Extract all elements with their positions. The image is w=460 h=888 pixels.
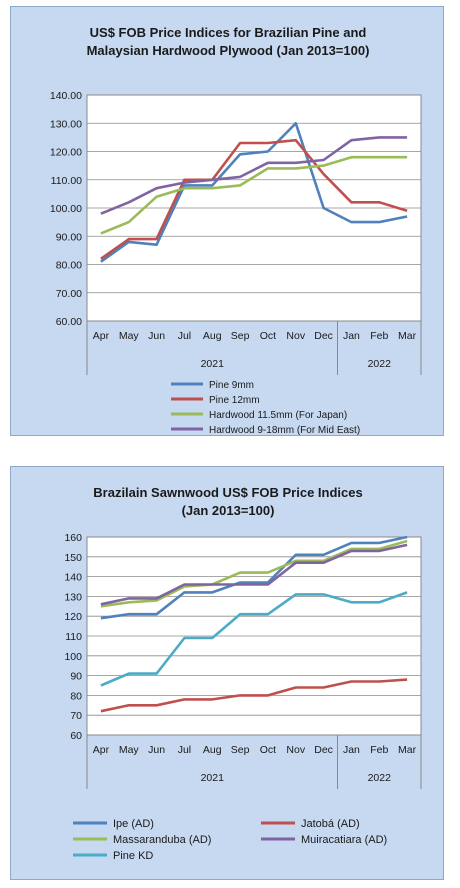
x-tick-label: Feb: [370, 744, 388, 756]
x-tick-label: Jun: [148, 330, 165, 342]
chart-title-line: US$ FOB Price Indices for Brazilian Pine…: [90, 25, 367, 40]
y-tick-label: 90: [70, 671, 82, 683]
legend-label: Hardwood 9-18mm (For Mid East): [209, 425, 360, 436]
x-tick-label: Aug: [203, 330, 222, 342]
legend-label: Ipe (AD): [113, 818, 154, 830]
x-tick-label: Feb: [370, 330, 388, 342]
x-tick-label: May: [119, 330, 140, 342]
x-tick-label: Apr: [93, 330, 110, 342]
x-tick-label: Nov: [286, 330, 305, 342]
series-line: [100, 535, 408, 620]
x-tick-label: Dec: [314, 744, 333, 756]
y-tick-label: 110.00: [51, 175, 82, 187]
sawnwood-chart-panel: Brazilain Sawnwood US$ FOB Price Indices…: [10, 466, 444, 880]
chart-title-line: (Jan 2013=100): [182, 503, 275, 518]
x-tick-label: Oct: [260, 330, 276, 342]
y-tick-label: 130.00: [50, 118, 82, 130]
year-label: 2021: [201, 358, 225, 370]
sawnwood-price-chart: Brazilain Sawnwood US$ FOB Price Indices…: [64, 485, 422, 862]
x-tick-label: Jan: [343, 330, 360, 342]
year-label: 2022: [368, 358, 392, 370]
y-tick-label: 130: [64, 591, 82, 603]
chart-title-line: Brazilain Sawnwood US$ FOB Price Indices: [93, 485, 362, 500]
series-line: [100, 122, 408, 263]
y-tick-label: 110: [65, 631, 82, 643]
y-tick-label: 120.00: [50, 147, 82, 159]
y-tick-label: 70.00: [56, 288, 82, 300]
legend-label: Pine 9mm: [209, 380, 254, 391]
x-tick-label: Aug: [203, 744, 222, 756]
x-tick-label: Dec: [314, 330, 333, 342]
x-tick-label: May: [119, 744, 140, 756]
x-tick-label: Jul: [178, 744, 191, 756]
series-line: [100, 678, 408, 713]
series-line: [100, 155, 408, 235]
series-line: [100, 136, 408, 215]
x-tick-label: Mar: [398, 330, 417, 342]
legend-label: Pine 12mm: [209, 395, 260, 406]
y-tick-label: 100: [64, 651, 82, 663]
y-tick-label: 80: [70, 690, 82, 702]
series-line: [100, 543, 408, 606]
year-label: 2021: [201, 772, 225, 784]
y-tick-label: 140.00: [50, 90, 82, 102]
y-tick-label: 80.00: [56, 260, 82, 272]
y-tick-label: 120: [64, 611, 82, 623]
series-line: [100, 138, 408, 260]
legend-label: Pine KD: [113, 850, 153, 862]
x-tick-label: Sep: [231, 744, 250, 756]
y-tick-label: 140: [64, 572, 82, 584]
year-label: 2022: [368, 772, 392, 784]
chart-title-line: Malaysian Hardwood Plywood (Jan 2013=100…: [87, 43, 370, 58]
x-tick-label: Mar: [398, 744, 417, 756]
x-tick-label: Oct: [260, 744, 276, 756]
legend-label: Muiracatiara (AD): [301, 834, 387, 846]
y-tick-label: 150: [64, 552, 82, 564]
x-tick-label: Nov: [286, 744, 305, 756]
legend-label: Hardwood 11.5mm (For Japan): [209, 410, 347, 421]
y-tick-label: 100.00: [50, 203, 82, 215]
plywood-price-chart: US$ FOB Price Indices for Brazilian Pine…: [50, 25, 422, 436]
x-tick-label: Jun: [148, 744, 165, 756]
y-tick-label: 60: [70, 730, 82, 742]
y-tick-label: 60.00: [56, 316, 82, 328]
y-tick-label: 70: [70, 710, 82, 722]
y-tick-label: 160: [64, 532, 82, 544]
legend-label: Jatobá (AD): [301, 818, 360, 830]
y-tick-label: 90.00: [56, 231, 82, 243]
series-line: [100, 591, 408, 687]
x-tick-label: Jan: [343, 744, 360, 756]
x-tick-label: Jul: [178, 330, 191, 342]
x-tick-label: Apr: [93, 744, 110, 756]
x-tick-label: Sep: [231, 330, 250, 342]
plywood-chart-panel: US$ FOB Price Indices for Brazilian Pine…: [10, 6, 444, 436]
series-line: [100, 539, 408, 608]
legend-label: Massaranduba (AD): [113, 834, 211, 846]
